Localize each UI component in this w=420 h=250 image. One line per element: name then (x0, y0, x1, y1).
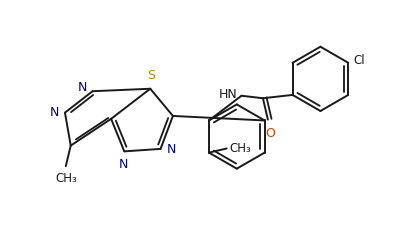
Text: S: S (147, 69, 155, 82)
Text: N: N (77, 82, 87, 94)
Text: CH₃: CH₃ (55, 172, 77, 186)
Text: N: N (118, 158, 128, 171)
Text: N: N (166, 143, 176, 156)
Text: O: O (265, 127, 275, 140)
Text: N: N (50, 106, 59, 119)
Text: CH₃: CH₃ (230, 142, 251, 155)
Text: HN: HN (219, 88, 237, 102)
Text: Cl: Cl (353, 54, 365, 67)
